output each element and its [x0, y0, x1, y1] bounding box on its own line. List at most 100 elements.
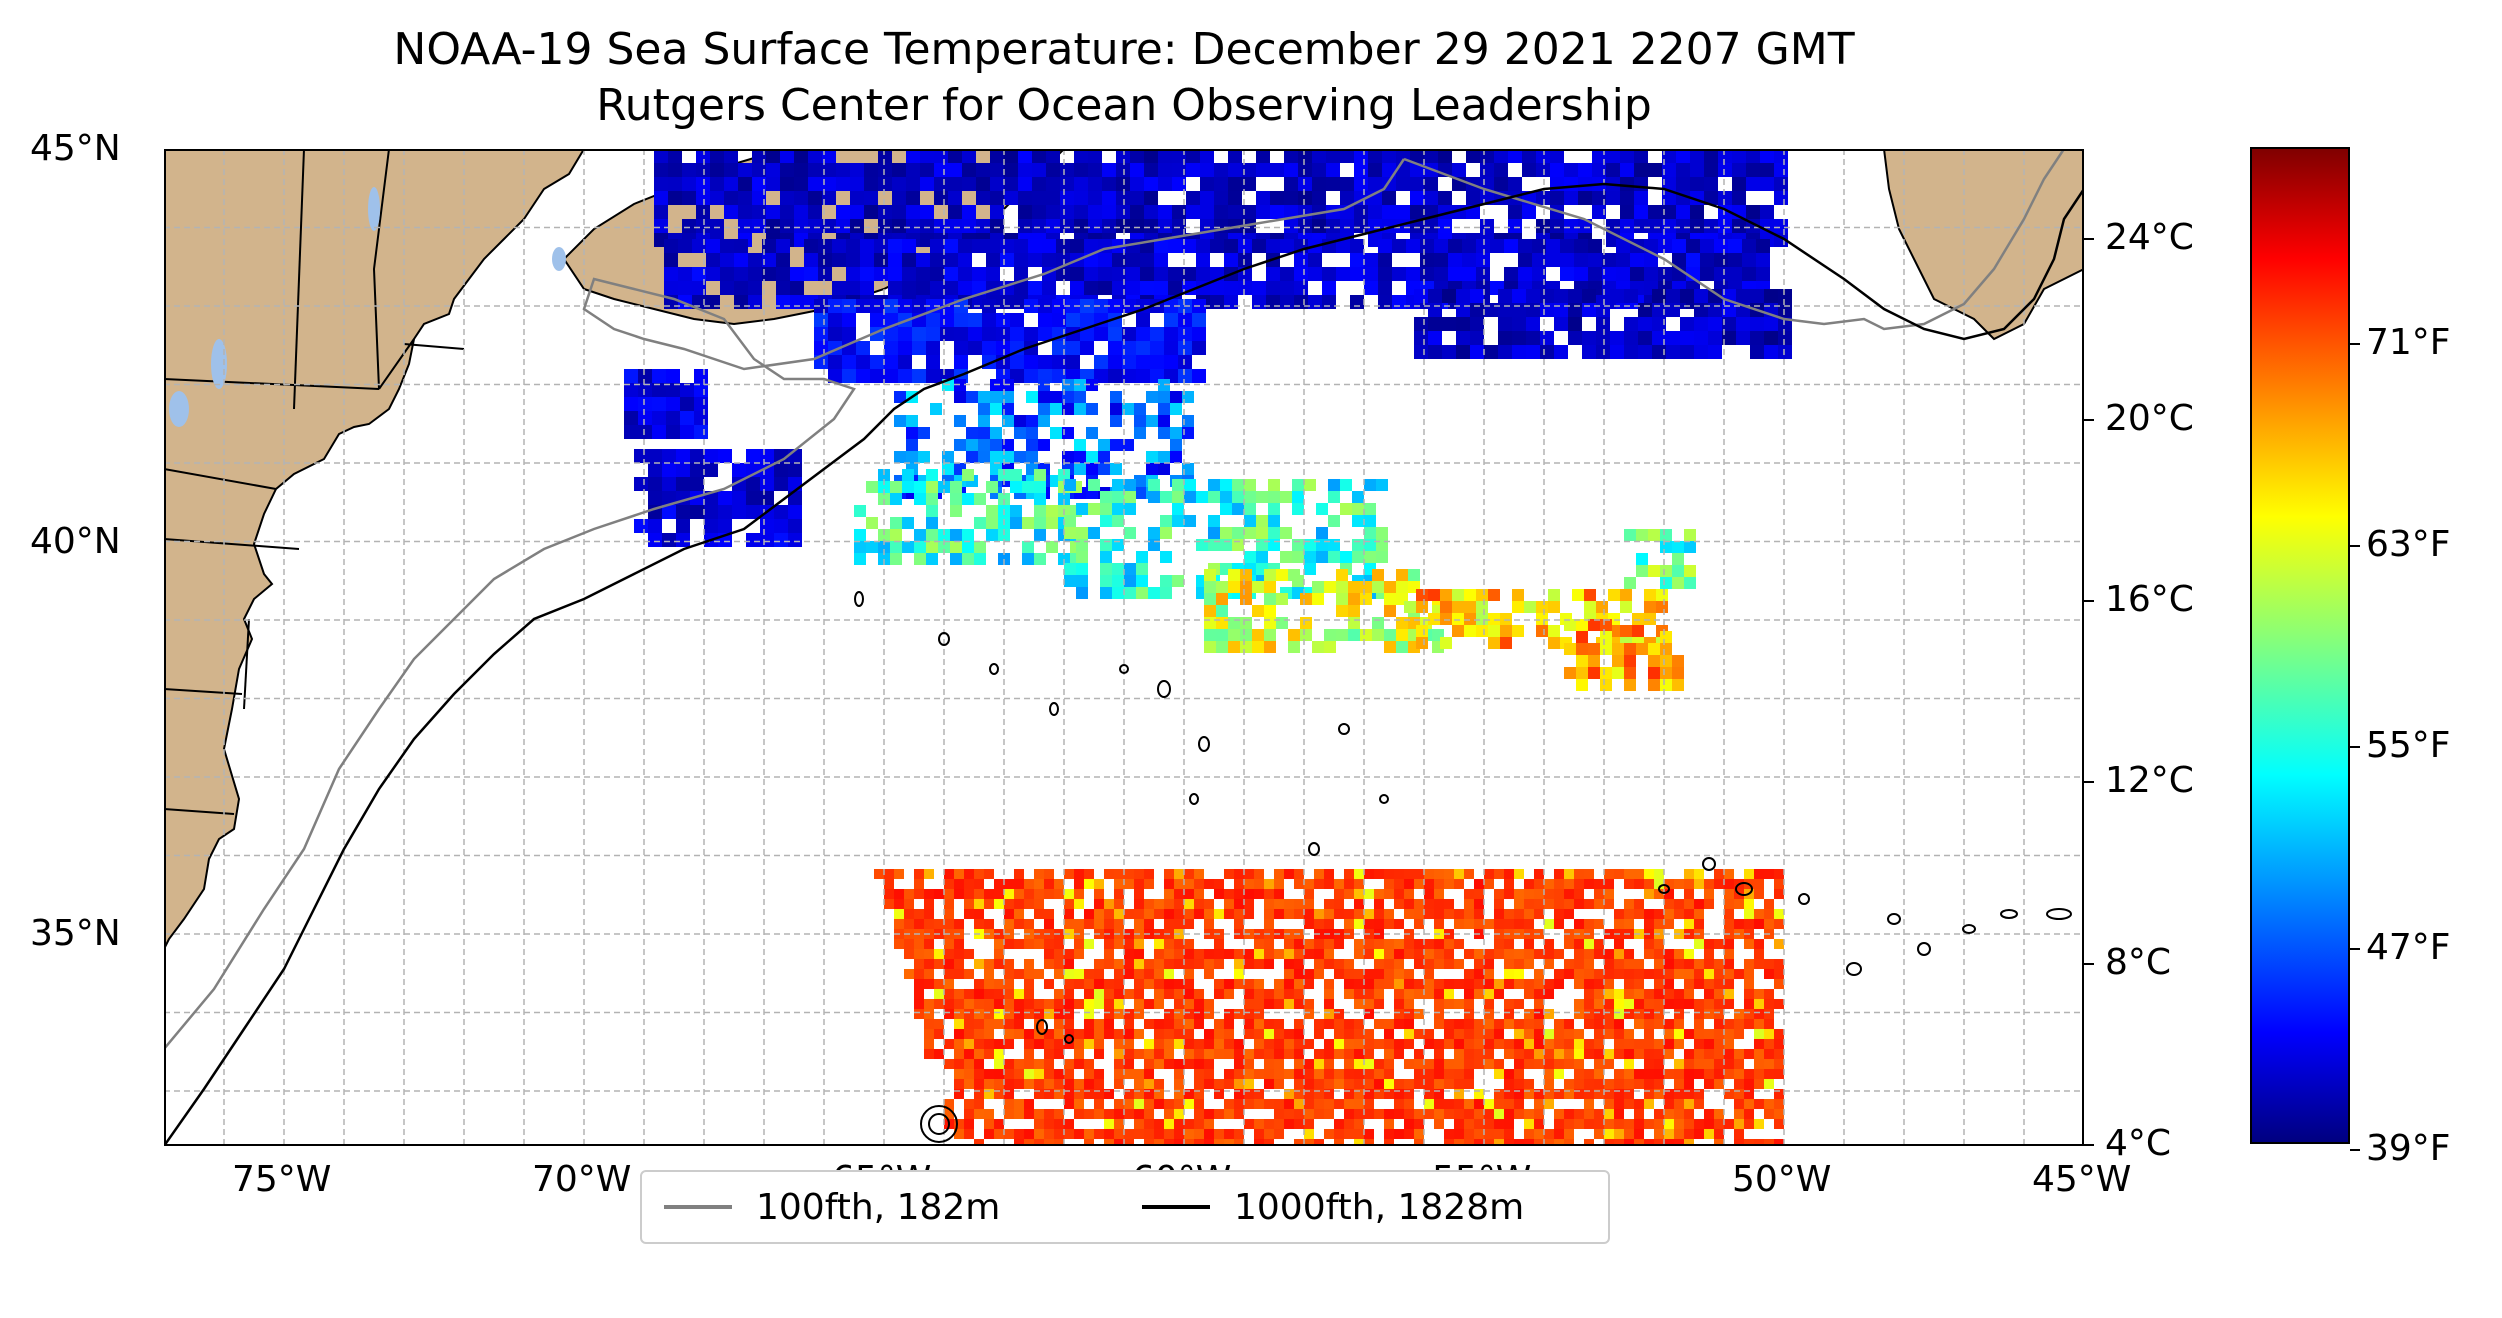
sst-pixel: [874, 239, 888, 253]
sst-pixel: [1080, 313, 1094, 327]
sst-pixel: [1264, 1129, 1274, 1139]
sst-pixel: [1644, 1039, 1654, 1049]
sst-pixel: [1608, 589, 1620, 601]
sst-pixel: [1340, 503, 1352, 515]
sst-pixel: [1024, 959, 1034, 969]
sst-pixel: [1464, 1079, 1474, 1089]
sst-pixel: [1652, 317, 1666, 331]
sst-pixel: [1764, 989, 1774, 999]
sst-pixel: [1514, 1039, 1524, 1049]
sst-pixel: [1604, 1049, 1614, 1059]
sst-pixel: [1170, 391, 1182, 403]
sst-pixel: [1444, 879, 1454, 889]
sst-pixel: [1594, 1069, 1604, 1079]
sst-pixel: [1524, 1059, 1534, 1069]
sst-pixel: [1514, 1109, 1524, 1119]
sst-pixel: [1652, 345, 1666, 359]
sst-pixel: [1582, 289, 1596, 303]
sst-pixel: [1494, 1139, 1504, 1146]
sst-pixel: [1182, 415, 1194, 427]
sst-pixel: [746, 491, 760, 505]
sst-pixel: [1462, 267, 1476, 281]
sst-pixel: [1024, 1029, 1034, 1039]
sst-pixel: [984, 1029, 994, 1039]
sst-pixel: [1292, 479, 1304, 491]
sst-pixel: [1024, 969, 1034, 979]
sst-pixel: [1264, 1079, 1274, 1089]
sst-pixel: [984, 899, 994, 909]
sst-pixel: [1384, 949, 1394, 959]
sst-pixel: [1624, 1059, 1634, 1069]
sst-pixel: [1764, 919, 1774, 929]
sst-pixel: [1074, 391, 1086, 403]
sst-pixel: [1252, 629, 1264, 641]
sst-pixel: [1604, 889, 1614, 899]
sst-pixel: [1314, 879, 1324, 889]
sst-pixel: [1044, 1109, 1054, 1119]
sst-pixel: [1564, 1039, 1574, 1049]
sst-pixel: [788, 505, 802, 519]
sst-pixel: [1274, 879, 1284, 889]
sst-pixel: [1134, 1009, 1144, 1019]
sst-pixel: [696, 163, 710, 177]
sst-pixel: [1354, 205, 1368, 219]
sst-pixel: [1304, 889, 1314, 899]
sst-pixel: [1194, 879, 1204, 889]
sst-pixel: [1046, 149, 1060, 163]
sst-pixel: [1484, 919, 1494, 929]
sst-pixel: [1548, 625, 1560, 637]
sst-pixel: [870, 355, 884, 369]
sst-pixel: [1524, 1029, 1534, 1039]
sst-pixel: [964, 1129, 974, 1139]
sst-pixel: [1270, 205, 1284, 219]
sst-pixel: [1648, 529, 1660, 541]
sst-pixel: [914, 869, 924, 879]
sst-pixel: [1544, 919, 1554, 929]
sst-pixel: [1554, 1119, 1564, 1129]
sst-pixel: [974, 979, 984, 989]
sst-pixel: [954, 1129, 964, 1139]
sst-pixel: [1684, 899, 1694, 909]
sst-pixel: [1420, 239, 1434, 253]
sst-pixel: [1124, 879, 1134, 889]
sst-pixel: [1434, 869, 1444, 879]
sst-pixel: [1232, 503, 1244, 515]
sst-pixel: [1324, 959, 1334, 969]
sst-pixel: [1354, 1069, 1364, 1079]
sst-pixel: [962, 149, 976, 163]
sst-pixel: [1444, 869, 1454, 879]
sst-pixel: [1664, 999, 1674, 1009]
sst-pixel: [1614, 1119, 1624, 1129]
sst-pixel: [1724, 1089, 1734, 1099]
sst-pixel: [1404, 989, 1414, 999]
sst-pixel: [1596, 345, 1610, 359]
sst-pixel: [1568, 303, 1582, 317]
sst-pixel: [1744, 1109, 1754, 1119]
sst-pixel: [1032, 163, 1046, 177]
sst-pixel: [1094, 989, 1104, 999]
sst-pixel: [1214, 1029, 1224, 1039]
sst-pixel: [1244, 527, 1256, 539]
sst-pixel: [1664, 1049, 1674, 1059]
sst-pixel: [1252, 281, 1266, 295]
sst-pixel: [1480, 149, 1494, 163]
sst-pixel: [1476, 589, 1488, 601]
sst-pixel: [1104, 1109, 1114, 1119]
sst-pixel: [1074, 1089, 1084, 1099]
sst-pixel: [1764, 317, 1778, 331]
sst-pixel: [1614, 1089, 1624, 1099]
sst-pixel: [944, 869, 954, 879]
sst-pixel: [1284, 177, 1298, 191]
sst-pixel: [1610, 331, 1624, 345]
sst-pixel: [654, 163, 668, 177]
sst-pixel: [1334, 879, 1344, 889]
sst-pixel: [1274, 1059, 1284, 1069]
sst-pixel: [1634, 1079, 1644, 1089]
sst-pixel: [1344, 1059, 1354, 1069]
sst-pixel: [1066, 341, 1080, 355]
sst-pixel: [1024, 327, 1038, 341]
sst-pixel: [1754, 1019, 1764, 1029]
sst-pixel: [1474, 949, 1484, 959]
sst-pixel: [1694, 317, 1708, 331]
sst-pixel: [1474, 1129, 1484, 1139]
